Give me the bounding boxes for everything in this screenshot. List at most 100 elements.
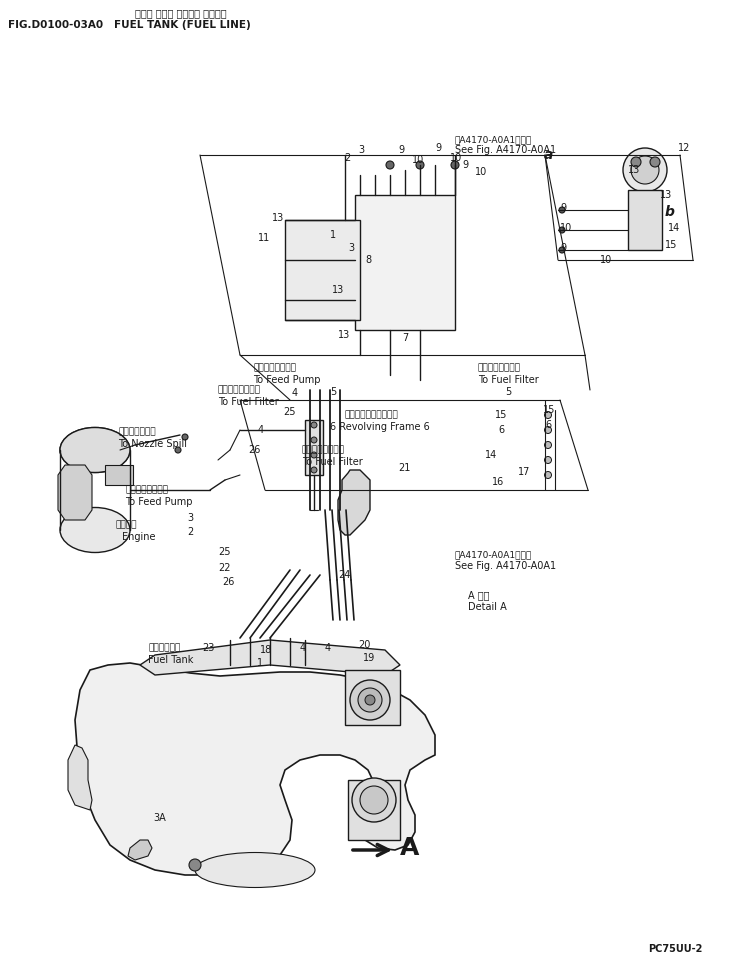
Text: 14: 14 (668, 223, 680, 233)
Circle shape (545, 471, 551, 478)
Text: 15: 15 (543, 405, 556, 415)
Text: 5: 5 (505, 387, 511, 397)
Text: 21: 21 (398, 463, 411, 473)
Circle shape (451, 161, 459, 169)
Text: フィードポンプへ: フィードポンプへ (253, 363, 296, 373)
Text: b: b (665, 205, 675, 219)
Circle shape (358, 688, 382, 712)
Circle shape (545, 412, 551, 418)
Text: 9: 9 (398, 145, 404, 155)
Text: フェルタンク: フェルタンク (148, 643, 180, 652)
Text: 23: 23 (202, 643, 214, 653)
Text: 22: 22 (218, 563, 231, 573)
Circle shape (175, 447, 181, 453)
Text: 3A: 3A (153, 813, 165, 823)
Text: 16: 16 (492, 477, 504, 487)
Text: 14: 14 (485, 450, 497, 460)
Text: See Fig. A4170-A0A1: See Fig. A4170-A0A1 (455, 145, 556, 155)
Ellipse shape (60, 428, 130, 472)
Ellipse shape (60, 428, 130, 472)
Polygon shape (75, 663, 435, 875)
Text: Engine: Engine (122, 532, 155, 542)
Text: 20: 20 (358, 640, 370, 650)
Text: 2: 2 (344, 153, 350, 163)
Circle shape (365, 695, 375, 705)
Text: 19: 19 (363, 653, 376, 663)
Circle shape (360, 786, 388, 814)
Text: 25: 25 (218, 547, 231, 557)
Text: PC75UU-2: PC75UU-2 (648, 944, 703, 954)
Text: 17: 17 (518, 467, 531, 477)
Circle shape (559, 227, 565, 233)
Text: ノズルスピルへ: ノズルスピルへ (118, 428, 156, 437)
Text: 12: 12 (678, 143, 690, 153)
Circle shape (631, 156, 659, 184)
Circle shape (559, 207, 565, 213)
Bar (305, 420, 323, 475)
Text: 13: 13 (628, 165, 640, 175)
Circle shape (311, 422, 317, 428)
Circle shape (650, 157, 660, 167)
Text: 3: 3 (187, 513, 193, 523)
Ellipse shape (195, 853, 315, 888)
Text: 13: 13 (272, 213, 284, 223)
Text: 6: 6 (545, 420, 551, 430)
Text: フェルフィルタへ: フェルフィルタへ (302, 445, 345, 454)
Text: 9: 9 (435, 143, 441, 153)
Bar (345, 670, 400, 725)
Circle shape (386, 161, 394, 169)
Text: A 詳細: A 詳細 (468, 590, 490, 600)
Bar (348, 780, 400, 840)
Circle shape (311, 452, 317, 458)
Text: フェルフィルタへ: フェルフィルタへ (218, 385, 261, 394)
Text: 11: 11 (258, 233, 270, 243)
Text: 4: 4 (325, 643, 331, 653)
Text: 15: 15 (665, 240, 677, 250)
Text: 10: 10 (450, 153, 462, 163)
Circle shape (545, 457, 551, 464)
Text: 4: 4 (292, 388, 298, 398)
Text: 10: 10 (600, 255, 612, 265)
Text: 26: 26 (222, 577, 234, 587)
Text: 8: 8 (365, 255, 371, 265)
Circle shape (545, 441, 551, 448)
Text: 3: 3 (358, 145, 364, 155)
Text: To Nozzle Spill: To Nozzle Spill (118, 439, 187, 449)
Text: FIG.D0100-03A0   FUEL TANK (FUEL LINE): FIG.D0100-03A0 FUEL TANK (FUEL LINE) (8, 20, 251, 30)
Text: フェルフィルタへ: フェルフィルタへ (478, 363, 521, 373)
Text: 1: 1 (330, 230, 336, 240)
Text: エンジン: エンジン (115, 521, 136, 529)
Circle shape (311, 437, 317, 443)
Text: フェル タンク （フェル ライン）: フェル タンク （フェル ライン） (135, 8, 227, 18)
Text: 第A4170-A0A1図参照: 第A4170-A0A1図参照 (455, 551, 532, 559)
Text: 26: 26 (248, 445, 261, 455)
Polygon shape (128, 840, 152, 860)
Text: 6 Revolving Frame 6: 6 Revolving Frame 6 (330, 422, 430, 432)
Text: 10: 10 (475, 167, 488, 177)
Text: To Fuel Filter: To Fuel Filter (478, 375, 539, 385)
Polygon shape (338, 470, 370, 535)
Bar (355, 195, 455, 330)
Circle shape (311, 467, 317, 473)
Circle shape (631, 157, 641, 167)
Circle shape (352, 778, 396, 822)
Text: 3: 3 (348, 243, 354, 253)
Circle shape (545, 427, 551, 434)
Text: 10: 10 (560, 223, 572, 233)
Text: Fuel Tank: Fuel Tank (148, 655, 193, 665)
Text: See Fig. A4170-A0A1: See Fig. A4170-A0A1 (455, 561, 556, 571)
Bar (285, 220, 360, 320)
Text: 9: 9 (560, 243, 566, 253)
Circle shape (559, 247, 565, 253)
Text: レボルビングフレーム: レボルビングフレーム (345, 411, 399, 419)
Circle shape (623, 148, 667, 192)
Text: 4: 4 (258, 425, 264, 435)
Text: A: A (400, 836, 419, 860)
Circle shape (189, 859, 201, 871)
Polygon shape (58, 465, 92, 520)
Bar (105, 465, 133, 485)
Text: 13: 13 (660, 190, 672, 200)
Circle shape (182, 434, 188, 440)
Circle shape (350, 680, 390, 720)
Circle shape (416, 161, 424, 169)
